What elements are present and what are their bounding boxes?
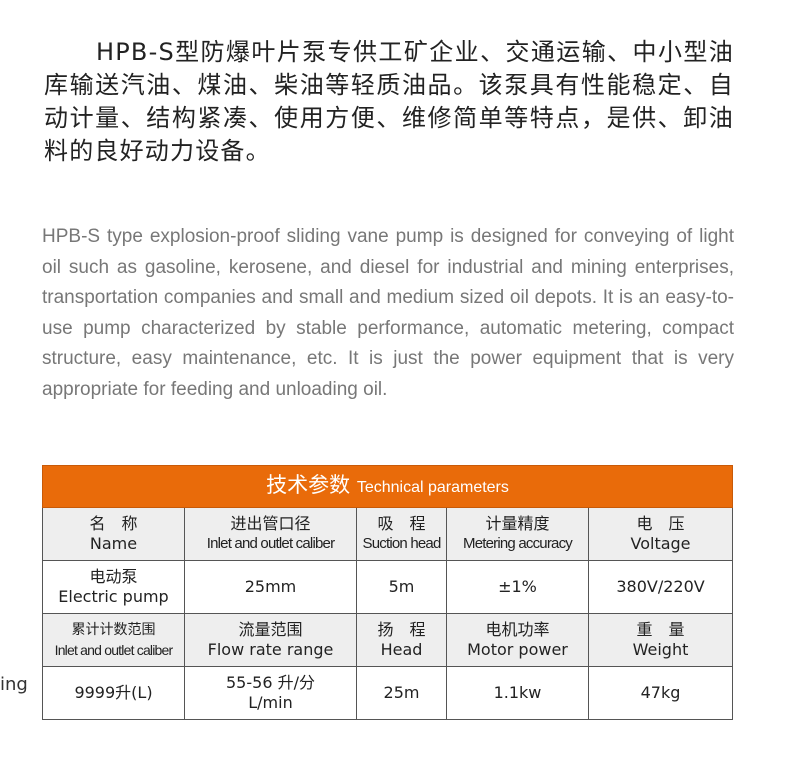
- cell-power-header: 电机功率 Motor power: [446, 613, 589, 667]
- cell-count-range-value: 9999升(L): [42, 666, 185, 720]
- cell-accuracy-value: ±1%: [446, 560, 589, 614]
- cell-accuracy-header: 计量精度 Metering accuracy: [446, 507, 589, 561]
- cell-flow-value: 55-56 升/分 L/min: [184, 666, 357, 720]
- cut-off-side-text: ing: [0, 674, 28, 695]
- cell-weight-value: 47kg: [587, 666, 734, 720]
- cell-count-range-header: 累计计数范围 Inlet and outlet caliber: [42, 613, 185, 667]
- cell-voltage-value: 380V/220V: [587, 560, 734, 614]
- cell-head-header: 扬 程 Head: [356, 613, 447, 667]
- cell-flow-header: 流量范围 Flow rate range: [184, 613, 357, 667]
- intro-chinese: HPB-S型防爆叶片泵专供工矿企业、交通运输、中小型油库输送汽油、煤油、柴油等轻…: [44, 38, 734, 165]
- cell-name-header: 名 称 Name: [42, 507, 185, 561]
- cell-voltage-header: 电 压 Voltage: [587, 507, 734, 561]
- table-title: 技术参数 Technical parameters: [41, 465, 734, 508]
- cell-name-value: 电动泵 Electric pump: [42, 560, 185, 614]
- cell-caliber-value: 25mm: [184, 560, 357, 614]
- cell-suction-value: 5m: [356, 560, 447, 614]
- cell-head-value: 25m: [356, 666, 447, 720]
- technical-parameters-table: 技术参数 Technical parameters 名 称 Name 进出管口径 I…: [41, 465, 734, 720]
- cell-suction-header: 吸 程 Suction head: [356, 507, 447, 561]
- cell-weight-header: 重 量 Weight: [587, 613, 734, 667]
- intro-english: HPB-S type explosion-proof sliding vane …: [42, 226, 734, 400]
- cell-caliber-header: 进出管口径 Inlet and outlet caliber: [184, 507, 357, 561]
- cell-power-value: 1.1kw: [446, 666, 589, 720]
